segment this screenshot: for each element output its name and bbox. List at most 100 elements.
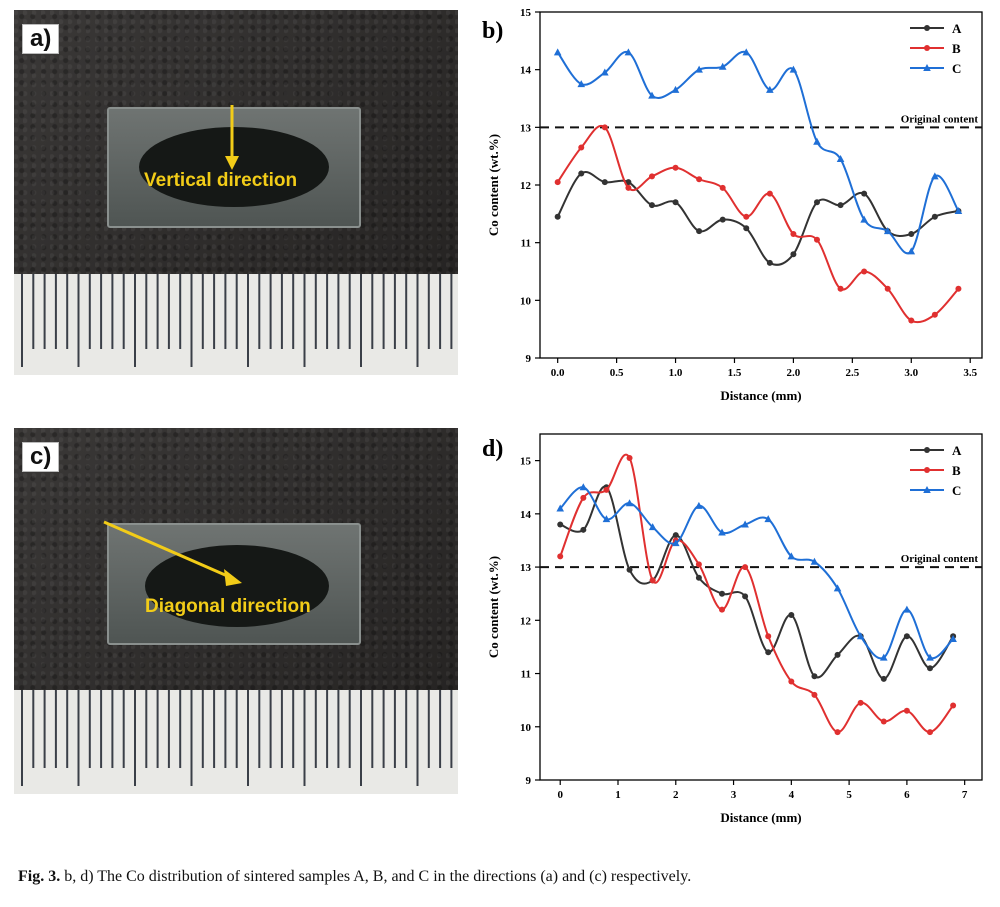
y-tick-label: 9 bbox=[526, 353, 532, 365]
data-point-C bbox=[813, 137, 821, 145]
x-tick-label: 6 bbox=[904, 789, 910, 801]
data-point-C bbox=[879, 653, 888, 661]
sample-dark-region bbox=[145, 545, 329, 627]
data-point-A bbox=[743, 225, 750, 232]
data-point-B bbox=[719, 606, 725, 613]
data-point-C bbox=[856, 632, 865, 640]
legend-marker-C bbox=[923, 486, 931, 493]
data-point-B bbox=[927, 729, 933, 736]
data-point-B bbox=[908, 317, 915, 324]
data-point-C bbox=[742, 48, 751, 56]
y-tick-label: 12 bbox=[520, 615, 532, 627]
data-point-B bbox=[857, 699, 864, 706]
sample-bar bbox=[107, 107, 361, 228]
x-tick-label: 1.0 bbox=[669, 367, 683, 379]
data-point-B bbox=[955, 285, 962, 292]
data-point-A bbox=[837, 202, 844, 209]
data-point-A bbox=[811, 673, 818, 680]
data-point-C bbox=[949, 634, 957, 642]
x-tick-label: 7 bbox=[962, 789, 968, 801]
data-point-B bbox=[765, 633, 772, 640]
vertical-arrow bbox=[225, 105, 239, 170]
data-point-A bbox=[719, 590, 725, 597]
y-tick-label: 14 bbox=[520, 65, 532, 77]
reference-label: Original content bbox=[901, 113, 979, 125]
data-point-A bbox=[927, 665, 933, 672]
x-tick-label: 0.0 bbox=[551, 367, 565, 379]
sample-bar bbox=[107, 523, 361, 645]
x-tick-label: 3 bbox=[731, 789, 737, 801]
data-point-A bbox=[695, 574, 702, 581]
y-axis-title: Co content (wt.%) bbox=[486, 134, 501, 236]
data-point-C bbox=[883, 227, 892, 235]
y-tick-label: 13 bbox=[520, 122, 532, 134]
x-tick-label: 4 bbox=[789, 789, 795, 801]
data-point-C bbox=[625, 499, 634, 507]
data-point-A bbox=[766, 259, 773, 266]
legend-marker-C bbox=[923, 64, 931, 71]
figure-caption: Fig. 3. b, d) The Co distribution of sin… bbox=[18, 868, 988, 886]
data-point-C bbox=[860, 215, 868, 223]
data-point-A bbox=[578, 170, 585, 177]
y-axis-title: Co content (wt.%) bbox=[486, 556, 501, 658]
data-point-C bbox=[671, 85, 680, 93]
data-point-B bbox=[861, 268, 868, 275]
y-tick-label: 12 bbox=[520, 180, 532, 192]
data-point-A bbox=[696, 228, 703, 235]
data-point-B bbox=[788, 678, 795, 685]
data-point-A bbox=[861, 190, 868, 197]
ruler bbox=[14, 274, 458, 375]
data-point-C bbox=[741, 520, 749, 528]
x-tick-label: 2.0 bbox=[787, 367, 801, 379]
y-tick-label: 15 bbox=[520, 456, 532, 468]
series-line-A bbox=[559, 485, 954, 680]
data-point-C bbox=[695, 65, 703, 73]
chart-panel-b: 0.0 0.5 1.0 1.5 2.0 2.5 3.0 3.5 9 10 11 12 13 14 15 Dis… bbox=[470, 0, 1000, 420]
data-point-B bbox=[626, 454, 633, 461]
data-point-B bbox=[931, 311, 938, 318]
legend-marker-A bbox=[924, 447, 930, 453]
legend-label-B: B bbox=[952, 463, 961, 478]
plot-frame bbox=[539, 433, 983, 781]
data-point-A bbox=[788, 611, 795, 618]
panel-label: b) bbox=[482, 18, 503, 44]
x-tick-label: 2.5 bbox=[845, 367, 859, 379]
data-point-B bbox=[880, 718, 887, 725]
legend-label-A: A bbox=[952, 21, 962, 36]
co-distribution-chart-b: 0.0 0.5 1.0 1.5 2.0 2.5 3.0 3.5 9 10 11 12 13 14 15 Dis… bbox=[482, 7, 983, 403]
reference-label: Original content bbox=[901, 553, 979, 565]
data-point-A bbox=[626, 566, 633, 573]
series-line-B bbox=[559, 453, 954, 734]
data-point-C bbox=[624, 48, 633, 56]
data-point-B bbox=[766, 190, 773, 197]
data-point-B bbox=[811, 691, 818, 698]
x-tick-label: 5 bbox=[846, 789, 852, 801]
plot-frame bbox=[539, 11, 983, 359]
data-point-B bbox=[742, 564, 749, 571]
legend-label-B: B bbox=[952, 41, 961, 56]
data-point-A bbox=[625, 179, 632, 186]
data-point-B bbox=[884, 285, 891, 292]
data-point-B bbox=[695, 561, 702, 568]
data-point-C bbox=[648, 523, 657, 531]
y-tick-label: 11 bbox=[521, 238, 531, 250]
photo-diagonal-sample: Diagonal direction c) bbox=[14, 428, 458, 794]
data-point-A bbox=[880, 675, 887, 682]
data-point-C bbox=[766, 85, 774, 93]
y-tick-label: 10 bbox=[520, 295, 532, 307]
x-tick-label: 2 bbox=[673, 789, 679, 801]
data-point-B bbox=[790, 231, 797, 238]
data-point-A bbox=[672, 199, 679, 206]
data-point-C bbox=[836, 155, 845, 163]
caption-prefix: Fig. 3. bbox=[18, 868, 61, 885]
x-tick-label: 3.0 bbox=[904, 367, 918, 379]
data-point-C bbox=[553, 48, 562, 56]
data-point-B bbox=[834, 729, 841, 736]
panel-label-c: c) bbox=[22, 442, 60, 472]
data-point-B bbox=[578, 144, 585, 151]
data-point-C bbox=[931, 172, 939, 180]
legend-marker-B bbox=[924, 467, 930, 473]
data-point-A bbox=[719, 216, 726, 223]
y-tick-label: 14 bbox=[520, 509, 532, 521]
data-point-B bbox=[649, 577, 656, 584]
